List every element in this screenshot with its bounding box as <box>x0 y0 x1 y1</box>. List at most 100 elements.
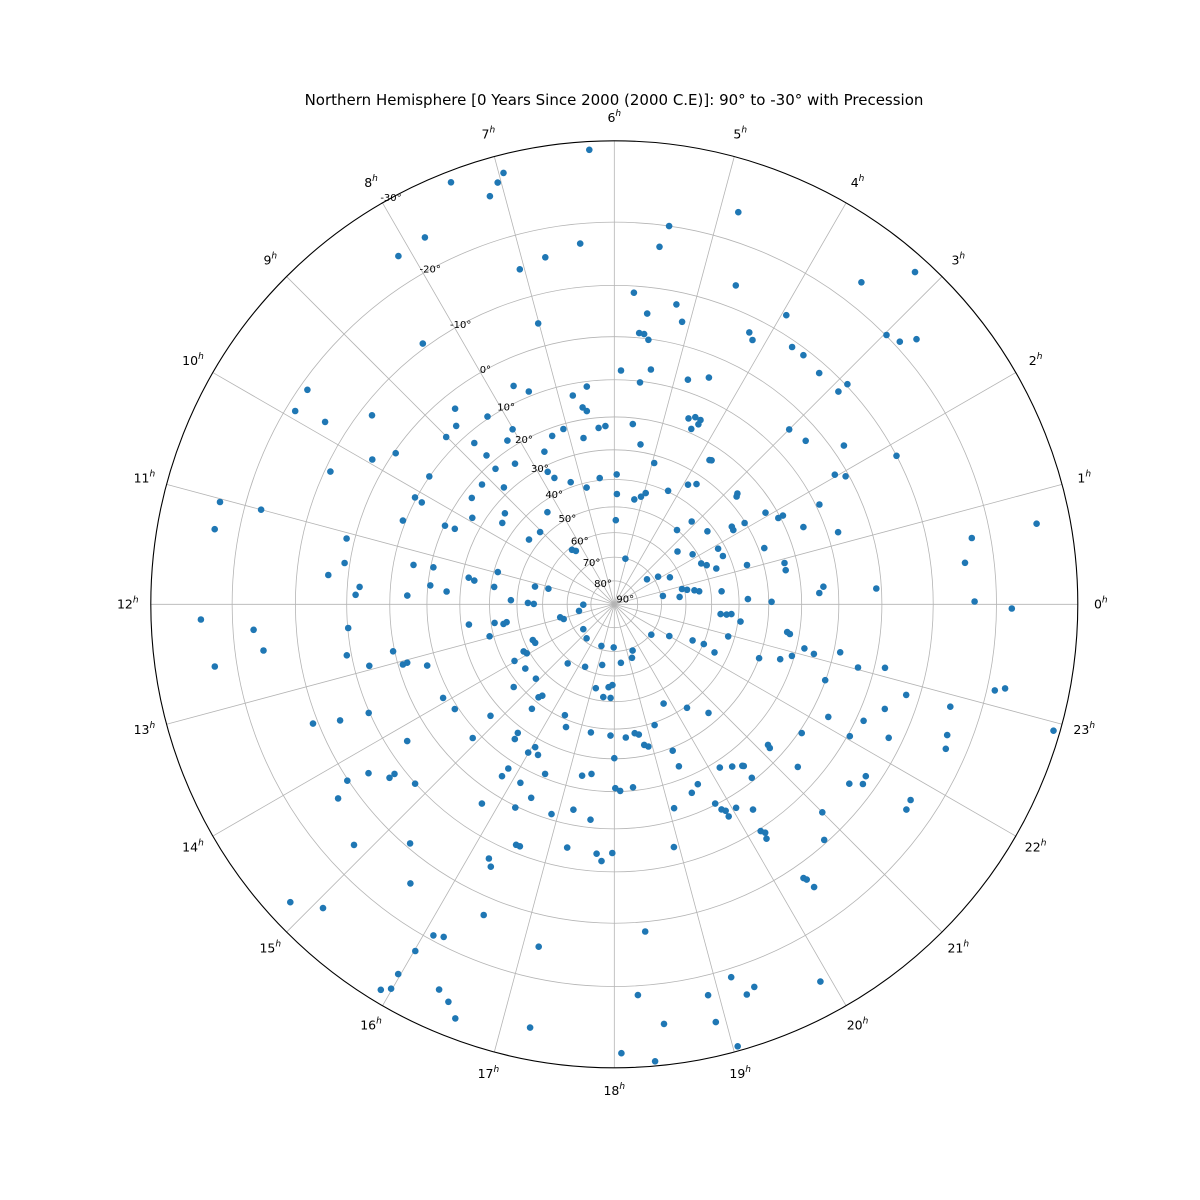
star-point <box>800 351 807 359</box>
ra-gridline <box>286 276 615 605</box>
star-point <box>544 468 551 476</box>
star-point <box>524 599 532 607</box>
dec-tick-label: 10° <box>497 403 515 414</box>
star-point <box>1008 605 1016 612</box>
star-point <box>650 459 658 467</box>
star-point <box>674 548 681 555</box>
star-point <box>881 705 889 713</box>
star-point <box>596 474 603 482</box>
star-point <box>377 986 385 994</box>
star-point <box>651 721 658 729</box>
star-point <box>637 441 644 448</box>
star-point <box>637 493 645 501</box>
star-point <box>304 386 311 394</box>
ra-tick-label: 5h <box>733 125 747 141</box>
star-point <box>570 806 577 813</box>
star-point <box>583 635 590 642</box>
dec-gridline <box>389 379 840 830</box>
star-point <box>564 660 571 667</box>
star-point <box>761 829 769 836</box>
star-point <box>673 301 680 308</box>
star-point <box>524 749 532 756</box>
star-point <box>819 809 826 816</box>
outer-spine-circle <box>150 140 1079 1069</box>
ra-tick-label: 18h <box>603 1081 625 1097</box>
star-point <box>761 544 768 552</box>
star-point <box>512 804 519 811</box>
star-point <box>971 598 978 605</box>
dec-tick-label: -10° <box>450 320 471 331</box>
star-point <box>670 804 678 812</box>
ra-gridline <box>166 483 615 605</box>
star-point <box>781 559 788 567</box>
star-point <box>560 615 567 623</box>
star-point <box>500 484 508 491</box>
star-point <box>817 978 824 985</box>
star-point <box>629 420 637 428</box>
ra-tick-label: 16h <box>360 1016 382 1032</box>
star-point <box>732 282 740 289</box>
star-point <box>510 683 517 691</box>
star-point <box>766 744 774 752</box>
star-point <box>441 522 449 529</box>
star-point <box>499 519 506 527</box>
ra-gridline <box>614 603 1063 725</box>
ra-gridline <box>613 202 847 605</box>
ra-tick-label: 6h <box>607 108 621 124</box>
star-point <box>588 770 595 778</box>
star-point <box>391 770 398 778</box>
star-point <box>350 841 358 849</box>
star-point <box>507 596 515 604</box>
star-point <box>452 1015 459 1022</box>
star-point <box>692 413 699 421</box>
star-point <box>688 518 695 525</box>
star-point <box>730 526 737 534</box>
ra-tick-label: 12h <box>117 595 139 611</box>
star-point <box>580 434 587 442</box>
star-point <box>694 780 702 788</box>
star-point <box>641 928 649 935</box>
star-point <box>592 684 600 692</box>
star-point <box>484 413 491 420</box>
star-point <box>794 763 802 771</box>
star-point <box>211 525 218 533</box>
star-point <box>389 648 397 655</box>
star-point <box>820 583 827 590</box>
star-point <box>534 751 542 759</box>
star-point <box>711 649 718 656</box>
star-point <box>530 600 538 608</box>
star-point <box>403 659 411 666</box>
star-point <box>522 665 529 672</box>
star-point <box>548 432 556 440</box>
star-point <box>617 659 625 667</box>
star-point <box>528 705 536 713</box>
star-point <box>717 610 724 618</box>
star-point <box>581 663 589 671</box>
polar-grid <box>150 140 1079 1069</box>
star-point <box>669 747 676 754</box>
star-point <box>684 376 692 384</box>
star-point <box>494 568 502 576</box>
star-point <box>478 481 486 488</box>
star-point <box>526 1024 534 1031</box>
star-point <box>695 588 703 595</box>
star-point <box>860 717 867 725</box>
dec-gridline <box>590 580 639 629</box>
dec-tick-label: 80° <box>594 579 612 590</box>
star-point <box>885 734 892 742</box>
star-point <box>531 743 539 751</box>
ra-gridline <box>166 603 615 725</box>
dec-tick-label: 50° <box>559 514 577 525</box>
star-point <box>622 734 630 741</box>
star-point <box>836 649 844 656</box>
star-point <box>309 720 317 727</box>
star-point <box>647 366 655 373</box>
star-point <box>883 331 890 339</box>
star-point <box>896 338 904 346</box>
star-point <box>578 772 586 779</box>
star-point <box>598 857 605 865</box>
star-point <box>593 850 600 857</box>
star-point <box>583 484 590 491</box>
star-point <box>630 289 638 297</box>
star-point <box>831 471 839 479</box>
